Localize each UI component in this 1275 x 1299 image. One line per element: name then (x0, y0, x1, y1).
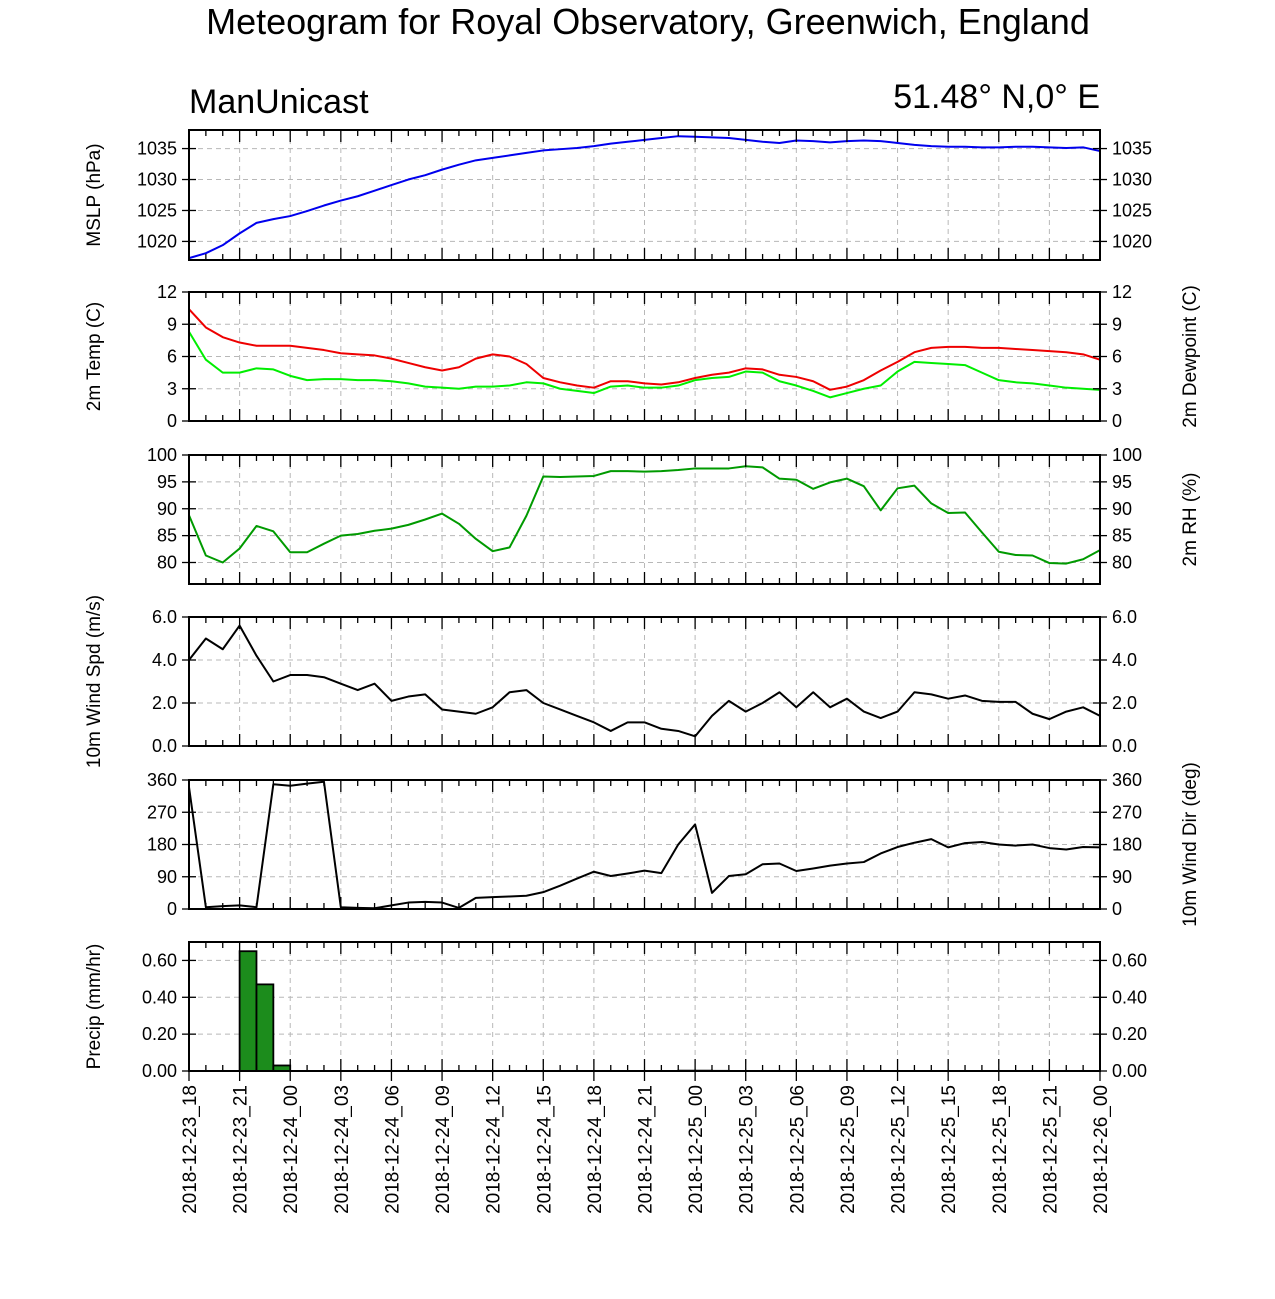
y-tick-label-left: 360 (147, 770, 177, 790)
y-tick-label-left: 1025 (137, 200, 177, 220)
x-tick-label: 2018-12-25_09 (838, 1085, 859, 1214)
y-tick-label-left: 100 (147, 445, 177, 465)
time-axis: 2018-12-23_18 2018-12-23_21 2018-12-24_00 2… (180, 1071, 1112, 1214)
chart-panels: 1020 1020 1025 1025 1030 1030 1035 1035 MSLP (hP… (84, 129, 1201, 1081)
y-axis-label-precip: Precip (mm/hr) (84, 944, 105, 1070)
y-tick-label-right: 1035 (1112, 139, 1152, 159)
y-tick-label-right: 180 (1112, 835, 1142, 855)
y-tick-label-left: 1030 (137, 170, 177, 190)
x-tick-label: 2018-12-25_15 (939, 1085, 960, 1214)
y-axis-label-temp: 2m Temp (C) (84, 302, 105, 411)
y-tick-label-left: 9 (167, 314, 177, 334)
x-tick-label: 2018-12-24_06 (382, 1085, 403, 1214)
chart-title: Meteogram for Royal Observatory, Greenwi… (206, 1, 1090, 42)
series-line-rh-0 (188, 465, 1101, 565)
x-tick-label: 2018-12-24_21 (636, 1085, 657, 1214)
x-tick-label: 2018-12-25_21 (1040, 1085, 1061, 1214)
y-tick-label-right: 80 (1112, 553, 1132, 573)
y-tick-label-left: 180 (147, 835, 177, 855)
panel-wspd: 0.0 0.0 2.0 2.0 4.0 4.0 6.0 6.0 10m Wind Spd (m/… (84, 595, 1137, 768)
x-tick-label: 2018-12-24_12 (484, 1085, 505, 1214)
y-axis-label-right-rh: 2m RH (%) (1180, 473, 1201, 567)
y-tick-label-right: 4.0 (1112, 650, 1137, 670)
y-tick-label-right: 0 (1112, 411, 1122, 431)
x-tick-label: 2018-12-24_18 (585, 1085, 606, 1214)
y-tick-label-left: 0.60 (142, 950, 177, 970)
y-tick-label-left: 0.00 (142, 1061, 177, 1081)
y-tick-label-left: 0.40 (142, 987, 177, 1007)
x-tick-label: 2018-12-26_00 (1091, 1085, 1112, 1214)
y-tick-label-right: 0.0 (1112, 736, 1137, 756)
x-tick-label: 2018-12-25_12 (889, 1085, 910, 1214)
panel-rh: 80 80 85 85 90 90 95 95 100 100 2m RH (%) (147, 445, 1201, 585)
panel-mslp: 1020 1020 1025 1025 1030 1030 1035 1035 MSLP (hP… (84, 129, 1152, 261)
y-tick-label-right: 0.60 (1112, 950, 1147, 970)
y-tick-label-right: 0 (1112, 899, 1122, 919)
y-axis-label-mslp: MSLP (hPa) (84, 143, 105, 246)
y-tick-label-left: 3 (167, 379, 177, 399)
panel-temp: 0 0 3 3 6 6 9 9 12 12 2m Temp (C) 2m Dewpoint (C) (84, 282, 1201, 431)
y-tick-label-right: 360 (1112, 770, 1142, 790)
y-tick-label-left: 95 (157, 472, 177, 492)
y-tick-label-right: 85 (1112, 526, 1132, 546)
y-tick-label-left: 0.20 (142, 1024, 177, 1044)
x-tick-label: 2018-12-25_06 (787, 1085, 808, 1214)
y-tick-label-right: 1025 (1112, 200, 1152, 220)
series-line-temp-1 (188, 331, 1101, 399)
y-tick-label-right: 6.0 (1112, 607, 1137, 627)
y-axis-label-right-temp: 2m Dewpoint (C) (1180, 285, 1201, 428)
y-tick-label-left: 0 (167, 899, 177, 919)
y-tick-label-left: 90 (157, 867, 177, 887)
y-tick-label-right: 95 (1112, 472, 1132, 492)
series-line-wspd-0 (188, 624, 1101, 738)
x-tick-label: 2018-12-24_03 (332, 1085, 353, 1214)
y-tick-label-left: 85 (157, 526, 177, 546)
panel-precip: 0.00 0.00 0.20 0.20 0.40 0.40 0.60 0.60 Precip (… (84, 941, 1147, 1081)
y-tick-label-left: 4.0 (152, 650, 177, 670)
y-tick-label-left: 2.0 (152, 693, 177, 713)
panel-wdir: 0 0 90 90 180 180 270 270 360 360 10m Wind Dir (de… (147, 762, 1201, 927)
y-tick-label-right: 6 (1112, 347, 1122, 367)
y-tick-label-right: 1030 (1112, 170, 1152, 190)
x-tick-label: 2018-12-24_09 (433, 1085, 454, 1214)
x-tick-label: 2018-12-25_03 (737, 1085, 758, 1214)
y-axis-label-wspd: 10m Wind Spd (m/s) (84, 595, 105, 768)
y-tick-label-left: 6 (167, 347, 177, 367)
y-tick-label-left: 1035 (137, 139, 177, 159)
y-tick-label-right: 100 (1112, 445, 1142, 465)
y-tick-label-right: 0.20 (1112, 1024, 1147, 1044)
model-name: ManUnicast (189, 83, 369, 121)
y-tick-label-left: 80 (157, 553, 177, 573)
y-tick-label-right: 0.00 (1112, 1061, 1147, 1081)
y-tick-label-right: 270 (1112, 802, 1142, 822)
precip-bar (255, 983, 275, 1072)
x-tick-label: 2018-12-25_00 (686, 1085, 707, 1214)
x-tick-label: 2018-12-23_21 (231, 1085, 252, 1214)
y-tick-label-right: 3 (1112, 379, 1122, 399)
y-tick-label-right: 9 (1112, 314, 1122, 334)
y-tick-label-right: 90 (1112, 867, 1132, 887)
x-tick-label: 2018-12-25_18 (990, 1085, 1011, 1214)
y-tick-label-left: 90 (157, 499, 177, 519)
y-tick-label-left: 270 (147, 802, 177, 822)
y-tick-label-left: 12 (157, 282, 177, 302)
y-tick-label-right: 0.40 (1112, 987, 1147, 1007)
y-tick-label-right: 90 (1112, 499, 1132, 519)
y-tick-label-left: 0 (167, 411, 177, 431)
series-line-temp-0 (188, 308, 1101, 391)
location-coordinates: 51.48° N,0° E (893, 78, 1100, 116)
precip-bar (238, 950, 258, 1072)
x-tick-label: 2018-12-24_00 (281, 1085, 302, 1214)
y-tick-label-right: 2.0 (1112, 693, 1137, 713)
y-tick-label-left: 0.0 (152, 736, 177, 756)
y-tick-label-right: 12 (1112, 282, 1132, 302)
x-tick-label: 2018-12-23_18 (180, 1085, 201, 1214)
y-tick-label-left: 6.0 (152, 607, 177, 627)
x-tick-label: 2018-12-24_15 (534, 1085, 555, 1214)
y-axis-label-right-wdir: 10m Wind Dir (deg) (1180, 762, 1201, 927)
y-tick-label-left: 1020 (137, 231, 177, 251)
y-tick-label-right: 1020 (1112, 231, 1152, 251)
